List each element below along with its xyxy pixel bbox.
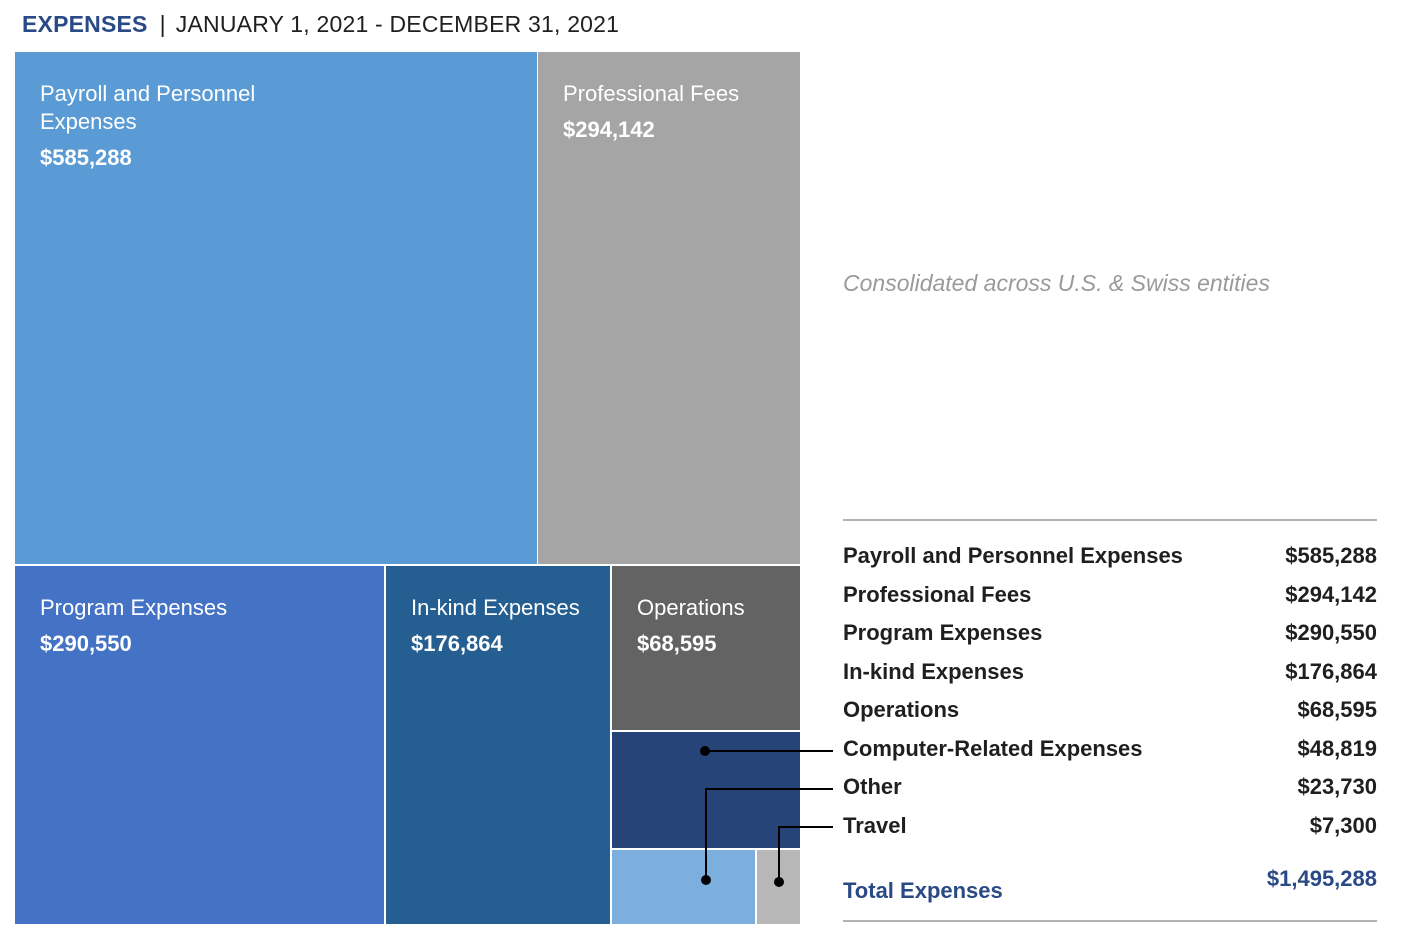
tile-label: Expenses — [40, 109, 137, 134]
tile-in-kind-expenses — [386, 566, 610, 924]
chart-subtitle: Consolidated across U.S. & Swiss entitie… — [843, 270, 1270, 296]
total-row: Total Expenses $1,495,288 — [843, 866, 1377, 906]
row-value: $176,864 — [1285, 658, 1377, 684]
row-value: $294,142 — [1285, 581, 1377, 607]
tile-payroll-and-personnel-expenses — [15, 52, 537, 564]
tile-value: $290,550 — [40, 631, 132, 656]
row-label: Payroll and Personnel Expenses — [843, 543, 1183, 568]
chart-header: EXPENSES | JANUARY 1, 2021 - DECEMBER 31, … — [22, 11, 619, 38]
tile-value: $176,864 — [411, 631, 504, 656]
leader-travel-dot — [774, 877, 784, 887]
row-value: $68,595 — [1297, 697, 1377, 722]
tile-operations — [612, 566, 800, 730]
total-label: Total Expenses — [843, 878, 1003, 903]
table-row: Program Expenses $290,550 — [843, 616, 1377, 655]
tile-value: $68,595 — [637, 631, 717, 656]
row-value: $7,300 — [1309, 812, 1377, 838]
table-top-rule — [843, 519, 1377, 521]
tile-label: Program Expenses — [40, 595, 227, 620]
tile-value: $585,288 — [40, 145, 132, 170]
tile-other — [612, 850, 755, 924]
tile-label: Payroll and Personnel — [40, 81, 255, 106]
tile-label: Operations — [637, 595, 745, 620]
row-value: $48,819 — [1297, 735, 1377, 761]
tile-program-expenses — [15, 566, 384, 924]
tile-professional-fees — [538, 52, 800, 564]
row-label: In-kind Expenses — [843, 658, 1024, 684]
reporting-period: JANUARY 1, 2021 - DECEMBER 31, 2021 — [175, 11, 620, 37]
table-row: Operations $68,595 — [843, 693, 1377, 732]
row-label: Professional Fees — [843, 581, 1032, 607]
header-separator: | — [159, 11, 166, 37]
row-value: $290,550 — [1285, 620, 1377, 645]
expense-table: Payroll and Personnel Expenses $585,288 … — [843, 539, 1377, 847]
table-row: In-kind Expenses $176,864 — [843, 655, 1377, 694]
table-row: Other $23,730 — [843, 770, 1377, 809]
table-row: Travel $7,300 — [843, 809, 1377, 848]
row-label: Travel — [843, 812, 907, 838]
leader-other-dot — [701, 875, 711, 885]
tile-label: Professional Fees — [563, 81, 739, 106]
row-label: Operations — [843, 697, 960, 722]
chart-title: EXPENSES — [22, 11, 148, 37]
table-bottom-rule — [843, 920, 1377, 922]
row-value: $585,288 — [1285, 543, 1377, 568]
table-row: Computer-Related Expenses $48,819 — [843, 732, 1377, 771]
row-label: Other — [843, 774, 902, 799]
row-label: Program Expenses — [843, 620, 1043, 645]
tile-label: In-kind Expenses — [411, 595, 580, 620]
leader-travel — [778, 826, 833, 882]
total-value: $1,495,288 — [1266, 866, 1377, 891]
tile-value: $294,142 — [563, 117, 655, 142]
leader-computer-related-expenses-dot — [700, 746, 710, 756]
table-row: Professional Fees $294,142 — [843, 578, 1377, 617]
table-row: Payroll and Personnel Expenses $585,288 — [843, 539, 1377, 578]
leader-other — [705, 788, 833, 880]
row-value: $23,730 — [1297, 774, 1377, 799]
row-label: Computer-Related Expenses — [843, 735, 1143, 761]
